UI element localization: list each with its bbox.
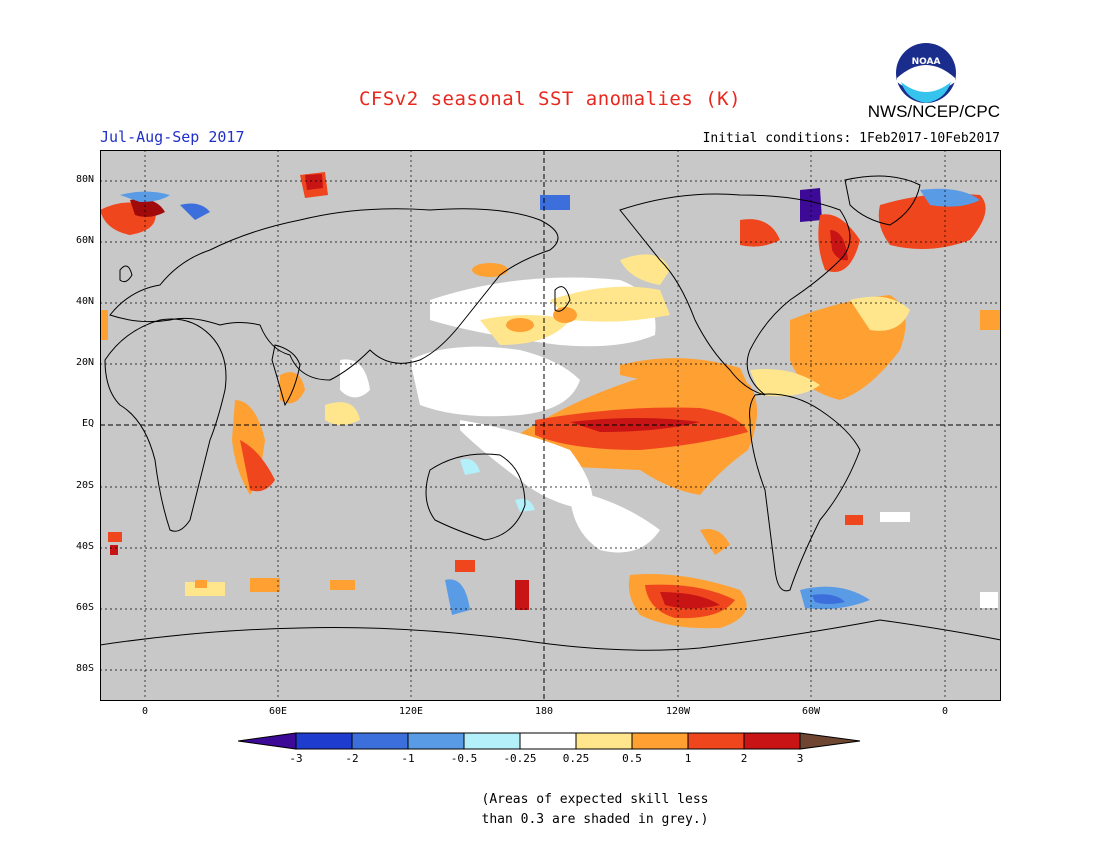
- lon-label-180: 180: [534, 706, 554, 717]
- lon-label-0-left: 0: [141, 706, 149, 717]
- colorbar-label-m1: -1: [401, 752, 415, 765]
- colorbar-label-p05: 0.5: [622, 752, 642, 765]
- map-title: CFSv2 seasonal SST anomalies (K): [358, 88, 742, 110]
- colorbar-label-m025: -0.25: [503, 752, 537, 765]
- colorbar-label-m05: -0.5: [450, 752, 478, 765]
- colorbar-label-m2: -2: [345, 752, 359, 765]
- initial-conditions-label: Initial conditions: 1Feb2017-10Feb2017: [702, 131, 1000, 146]
- footnote-line-1: (Areas of expected skill less: [481, 792, 709, 807]
- noaa-logo: NOAA: [896, 43, 956, 103]
- sst-anomaly-map: [100, 150, 1001, 701]
- lat-label-80s: 80S: [75, 663, 94, 674]
- scattered-anomalies: [100, 310, 1000, 610]
- agency-label: NWS/NCEP/CPC: [867, 102, 1000, 121]
- lat-label-eq: EQ: [81, 418, 94, 429]
- north-pacific-anomaly: [472, 254, 670, 345]
- footnote-line-2: than 0.3 are shaded in grey.): [481, 812, 709, 827]
- lat-label-40n: 40N: [75, 296, 94, 307]
- lat-lon-grid: [100, 150, 1001, 701]
- lat-label-60n: 60N: [75, 235, 94, 246]
- colorbar-label-p2: 2: [740, 752, 748, 765]
- season-label: Jul-Aug-Sep 2017: [100, 128, 245, 146]
- north-atlantic-warm-anomaly: [750, 295, 910, 400]
- lon-label-60w: 60W: [801, 706, 821, 717]
- lon-label-60e: 60E: [268, 706, 288, 717]
- high-latitude-anomalies: [100, 172, 986, 272]
- western-pacific-neutral: [410, 277, 660, 553]
- continent-outlines: [100, 175, 1001, 651]
- lat-label-40s: 40S: [75, 541, 94, 552]
- lon-label-120w: 120W: [665, 706, 691, 717]
- southern-ocean-warm-anomaly: [628, 529, 747, 629]
- colorbar-high-arrow: [799, 732, 861, 750]
- lat-label-20s: 20S: [75, 480, 94, 491]
- colorbar-label-p1: 1: [684, 752, 692, 765]
- colorbar: [238, 732, 861, 750]
- colorbar-label-p3: 3: [796, 752, 804, 765]
- lat-label-20n: 20N: [75, 357, 94, 368]
- colorbar-label-m3: -3: [289, 752, 303, 765]
- equator-and-dateline: [100, 150, 1001, 701]
- colorbar-label-p025: 0.25: [562, 752, 590, 765]
- lon-label-120e: 120E: [398, 706, 424, 717]
- southern-ocean-cold-anomalies: [445, 458, 870, 615]
- svg-text:NOAA: NOAA: [912, 57, 941, 67]
- colorbar-low-arrow: [238, 732, 297, 750]
- lat-label-80n: 80N: [75, 174, 94, 185]
- lon-label-0-right: 0: [941, 706, 949, 717]
- lat-label-60s: 60S: [75, 602, 94, 613]
